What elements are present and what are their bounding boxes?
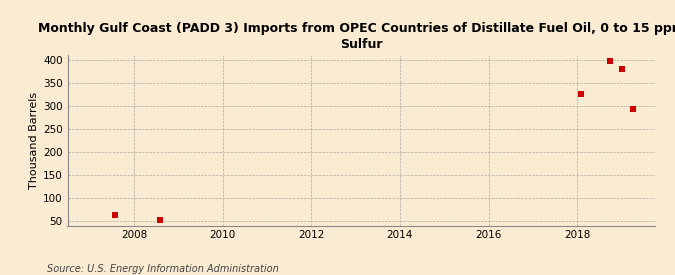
Y-axis label: Thousand Barrels: Thousand Barrels [29, 92, 38, 189]
Point [627, 107, 638, 111]
Point [605, 59, 616, 63]
Title: Monthly Gulf Coast (PADD 3) Imports from OPEC Countries of Distillate Fuel Oil, : Monthly Gulf Coast (PADD 3) Imports from… [38, 22, 675, 51]
Text: Source: U.S. Energy Information Administration: Source: U.S. Energy Information Administ… [47, 264, 279, 274]
Point [110, 213, 121, 217]
Point [575, 92, 586, 96]
Point [616, 67, 627, 71]
Point [155, 218, 165, 222]
